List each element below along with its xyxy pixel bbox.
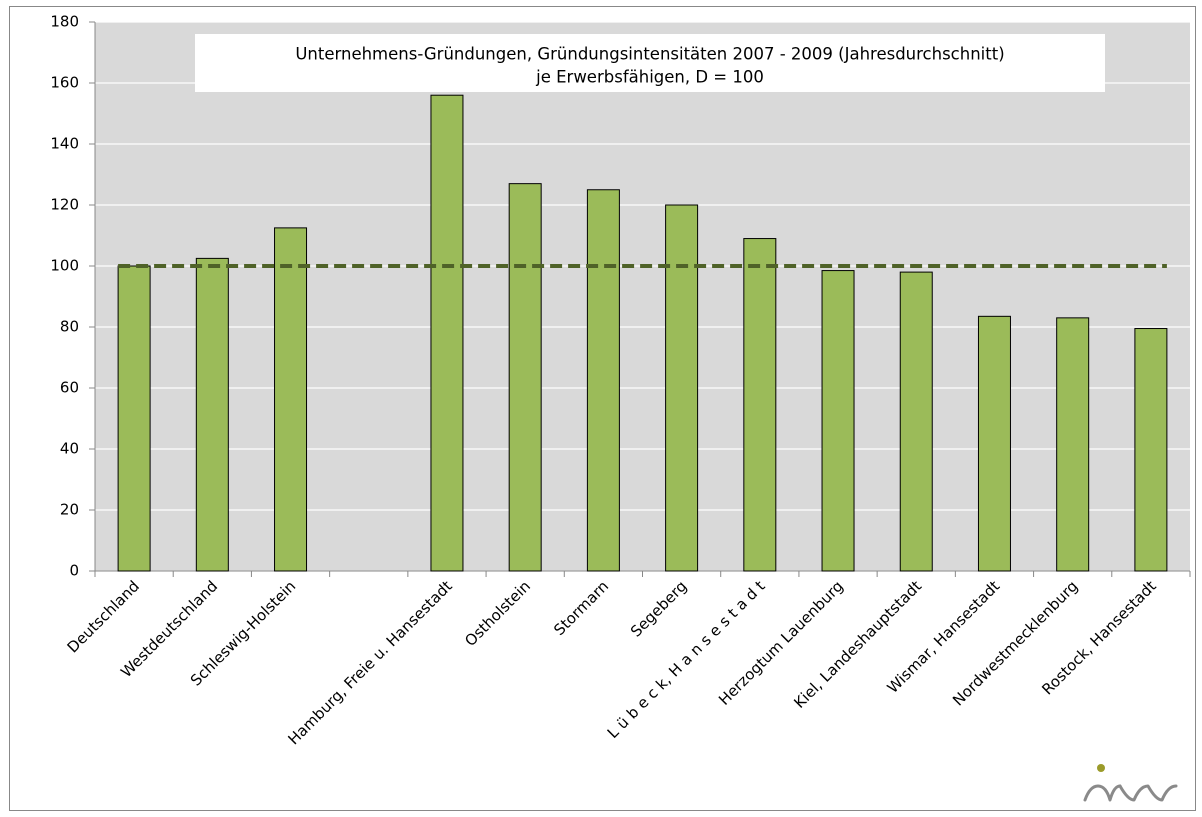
bar — [508, 183, 542, 572]
bar — [117, 265, 151, 572]
bar — [195, 257, 229, 572]
y-tick-label: 0 — [69, 562, 79, 580]
y-tick-label: 160 — [50, 74, 79, 92]
bar — [665, 204, 699, 572]
y-tick-label: 80 — [60, 318, 79, 336]
y-tick-label: 140 — [50, 135, 79, 153]
title-box — [195, 34, 1105, 92]
y-tick-label: 60 — [60, 379, 79, 397]
bar — [586, 189, 620, 572]
y-tick-label: 120 — [50, 196, 79, 214]
chart-subtitle: je Erwerbsfähigen, D = 100 — [535, 68, 764, 87]
bar — [899, 271, 933, 572]
chart-title: Unternehmens-Gründungen, Gründungsintens… — [295, 45, 1004, 64]
y-tick-label: 40 — [60, 440, 79, 458]
logo — [1083, 764, 1178, 802]
bar — [743, 238, 777, 572]
bar — [274, 227, 308, 572]
y-tick-label: 20 — [60, 501, 79, 519]
bar — [430, 94, 464, 572]
y-tick-label: 180 — [50, 13, 79, 31]
logo-stroke — [1118, 784, 1178, 802]
bar — [821, 270, 855, 572]
plot-area — [95, 22, 1190, 571]
logo-dot — [1097, 764, 1105, 772]
bar — [1134, 328, 1168, 572]
bar — [1056, 317, 1090, 572]
y-tick-label: 100 — [50, 257, 79, 275]
bar — [977, 315, 1011, 572]
logo-stroke — [1083, 784, 1122, 802]
